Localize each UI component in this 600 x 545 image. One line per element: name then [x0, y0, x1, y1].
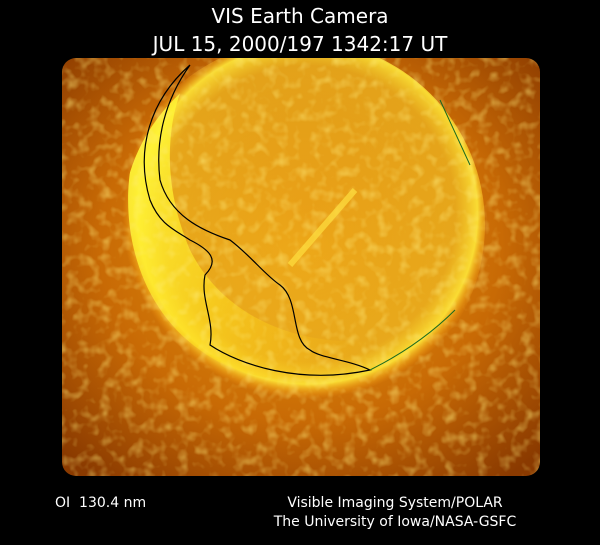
- credit: The University of Iowa/NASA-GSFC: [273, 514, 517, 530]
- camera-image: [62, 58, 540, 476]
- instrument: Visible Imaging System/POLAR: [287, 495, 503, 511]
- wavelength: OI 130.4 nm: [55, 495, 146, 511]
- timestamp: JUL 15, 2000/197 1342:17 UT: [151, 32, 448, 56]
- title: VIS Earth Camera: [211, 4, 388, 28]
- coastline: [143, 64, 372, 376]
